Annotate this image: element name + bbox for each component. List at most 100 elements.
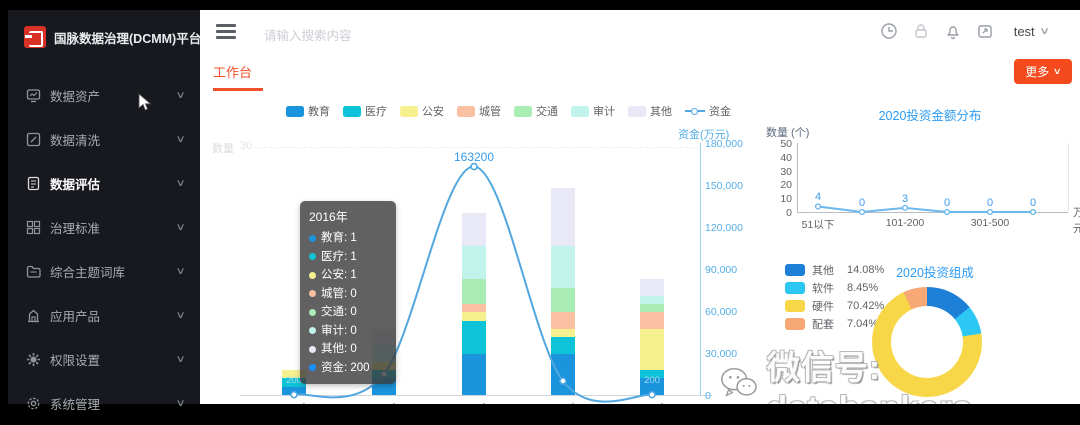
tab-workbench[interactable]: 工作台 (213, 65, 253, 80)
lock-icon[interactable] (912, 22, 930, 40)
more-button[interactable]: 更多 ∨ (1014, 59, 1072, 84)
chevron-down-icon: ∨ (175, 89, 186, 101)
distribution-point-label: 0 (943, 197, 951, 209)
distribution-point-label: 3 (901, 192, 909, 205)
legend-swatch (785, 264, 805, 276)
right-axis-tick: 60,000 (705, 306, 738, 318)
legend-item-公安[interactable]: 公安 (400, 103, 444, 119)
stacked-bar-2018年[interactable] (462, 213, 486, 395)
right-y-axis (700, 143, 701, 395)
legend-item-资金[interactable]: 资金 (685, 103, 731, 119)
stacked-bar-2019年[interactable] (551, 188, 575, 395)
distribution-x-unit: 万元 (1073, 207, 1080, 235)
tooltip-series-dot (309, 364, 316, 372)
tooltip-row: 交通: 0 (309, 303, 387, 322)
sidebar-item-3[interactable]: 数据评估 ∨ (8, 161, 200, 205)
right-axis-tick: 180,000 (705, 138, 743, 150)
tooltip-series-dot (309, 234, 316, 242)
composition-legend-item-配套[interactable]: 配套 7.04% (785, 315, 884, 333)
user-menu[interactable]: test ∨ (1014, 24, 1050, 39)
distribution-point-label: 0 (1029, 197, 1037, 209)
sidebar-item-label: 数据评估 (50, 177, 101, 192)
bar-segment-公安 (640, 328, 664, 371)
building-icon (26, 308, 41, 323)
sidebar-item-1[interactable]: 数据资产 ∨ (8, 73, 200, 117)
composition-legend-item-硬件[interactable]: 硬件 70.42% (785, 297, 884, 315)
tooltip-row: 医疗: 1 (309, 248, 387, 267)
bar-segment-审计 (462, 246, 486, 280)
sidebar-item-label: 数据资产 (50, 89, 101, 104)
sidebar-item-6[interactable]: 应用产品 ∨ (8, 293, 200, 337)
bar-segment-其他 (640, 279, 664, 296)
sidebar-item-7[interactable]: 权限设置 ∨ (8, 337, 200, 381)
right-axis-tick: 90,000 (705, 264, 738, 276)
legend-swatch (628, 105, 646, 117)
x-axis (240, 395, 712, 396)
chevron-down-icon: ∨ (175, 133, 186, 145)
wechat-icon (719, 365, 759, 403)
bar-segment-教育 (551, 353, 575, 395)
composition-legend-item-其他[interactable]: 其他 14.08% (785, 261, 884, 279)
tooltip-row: 审计: 0 (309, 322, 387, 341)
x-axis-label: 2020年 (622, 400, 682, 404)
legend-item-教育[interactable]: 教育 (286, 103, 330, 119)
left-axis-title: 数量 (212, 143, 234, 155)
top-header: 请输入搜索内容 test ∨ (200, 10, 1080, 56)
tab-active-underline (213, 88, 263, 91)
app-title: 国脉数据治理(DCMM)平台 (54, 31, 202, 46)
permission-gear-icon (26, 352, 41, 367)
sidebar-item-8[interactable]: 系统管理 ∨ (8, 381, 200, 425)
tooltip-series-dot (309, 253, 316, 261)
search-input[interactable]: 请输入搜索内容 (264, 29, 352, 43)
edit-icon (26, 132, 41, 147)
chevron-down-icon: ∨ (175, 309, 186, 321)
composition-legend-item-软件[interactable]: 软件 8.45% (785, 279, 884, 297)
sidebar-item-4[interactable]: 治理标准 ∨ (8, 205, 200, 249)
combo-chart-legend: 教育 医疗 公安 城管 交通 审计 其他 资金 (286, 103, 731, 119)
bar-segment-交通 (551, 287, 575, 313)
composition-donut-chart (872, 287, 982, 397)
distribution-chart-title: 2020投资金额分布 (878, 109, 982, 123)
line-point-label: 163200 (453, 149, 495, 164)
distribution-point-label: 4 (814, 191, 822, 204)
sidebar-item-label: 数据清洗 (50, 133, 101, 148)
composition-legend: 其他 14.08% 软件 8.45% 硬件 70.42% 配套 7.04% (785, 261, 884, 333)
distribution-point-label: 0 (986, 197, 994, 209)
tooltip-title: 2016年 (309, 210, 348, 224)
legend-item-医疗[interactable]: 医疗 (343, 103, 387, 119)
distribution-y-tick: 30 (780, 165, 792, 178)
x-axis-label: 2018年 (444, 400, 504, 404)
distribution-y-tick: 0 (786, 207, 792, 219)
distribution-y-label: 数量 (个) (766, 127, 810, 139)
legend-item-城管[interactable]: 城管 (457, 103, 501, 119)
right-axis-title: 资金(万元) (678, 129, 730, 141)
distribution-x-label: 51以下 (801, 219, 835, 231)
sidebar-item-label: 应用产品 (50, 309, 101, 324)
sidebar-item-5[interactable]: 综合主题词库 ∨ (8, 249, 200, 293)
bar-segment-城管 (551, 312, 575, 329)
line-point-label: 200 (286, 374, 302, 386)
legend-item-审计[interactable]: 审计 (571, 103, 615, 119)
legend-swatch (457, 105, 475, 117)
bar-segment-审计 (640, 295, 664, 305)
x-axis-label: 2019年 (533, 400, 593, 404)
fullscreen-icon[interactable] (976, 22, 994, 40)
distribution-x-label: 101-200 (885, 217, 925, 229)
tooltip-series-dot (309, 308, 316, 316)
bar-segment-医疗 (551, 337, 575, 354)
sidebar-item-label: 治理标准 (50, 221, 101, 236)
tooltip-series-dot (309, 290, 316, 298)
chevron-down-icon: ∨ (175, 397, 186, 409)
distribution-y-tick: 10 (780, 193, 792, 206)
legend-item-交通[interactable]: 交通 (514, 103, 558, 119)
sidebar-menu: 数据资产 ∨ 数据清洗 ∨ 数据评估 ∨ 治理标准 ∨ 综合主题词库 ∨ 应用产品 ∨ 权限设置 ∨ 系统管… (8, 52, 200, 425)
hamburger-menu-icon[interactable] (216, 24, 236, 40)
time-icon[interactable] (880, 22, 898, 40)
legend-item-其他[interactable]: 其他 (628, 103, 672, 119)
chart-tooltip: 2016年 教育: 1 医疗: 1 公安: 1 城管: 0 交通: 0 审计: 0 其他: … (300, 201, 396, 384)
bar-segment-其他 (462, 213, 486, 247)
sidebar-item-label: 综合主题词库 (50, 265, 126, 280)
distribution-y-axis (797, 143, 798, 212)
sidebar-item-2[interactable]: 数据清洗 ∨ (8, 117, 200, 161)
bell-icon[interactable] (944, 22, 962, 40)
